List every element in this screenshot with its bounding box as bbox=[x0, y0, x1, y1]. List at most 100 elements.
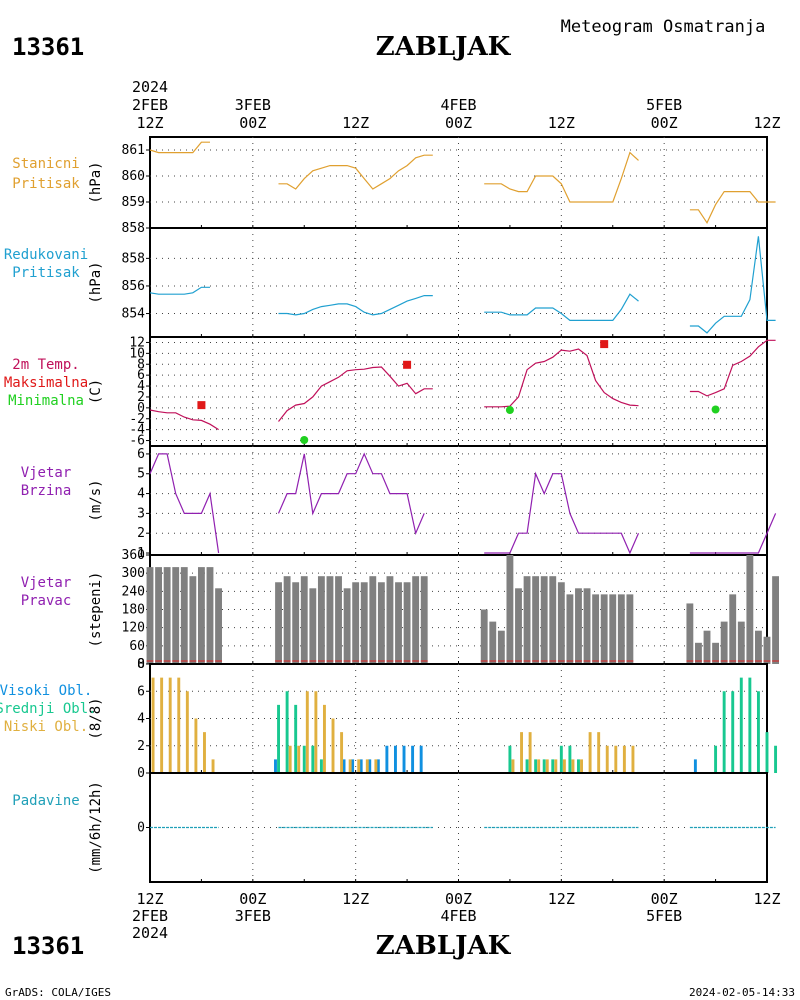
y-tick-label: 6 bbox=[137, 684, 145, 699]
cloud-bar bbox=[739, 677, 743, 773]
time-label-top-date: 3FEB bbox=[235, 96, 271, 114]
time-label-top-hour: 12Z bbox=[753, 114, 780, 132]
time-label-top-year: 2024 bbox=[132, 78, 168, 96]
station-id-bottom: 13361 bbox=[12, 932, 84, 960]
y-tick-label: 854 bbox=[122, 307, 146, 322]
time-label-bottom-hour: 00Z bbox=[651, 890, 678, 908]
cloud-bar bbox=[319, 759, 323, 773]
cloud-bar bbox=[385, 745, 389, 773]
wind-direction-bar bbox=[292, 582, 300, 664]
time-label-bottom-date: 2FEB bbox=[132, 907, 168, 925]
wind-direction-bar bbox=[369, 576, 377, 664]
cloud-bar bbox=[577, 759, 580, 773]
time-label-bottom-hour: 12Z bbox=[136, 890, 163, 908]
series-line bbox=[149, 453, 220, 554]
panel-label: Stanicni bbox=[12, 156, 79, 172]
wind-direction-bar bbox=[772, 576, 779, 664]
wind-direction-bar bbox=[489, 621, 497, 664]
wind-direction-bar bbox=[335, 576, 342, 664]
temp-max-marker bbox=[403, 360, 412, 369]
wind-direction-bar bbox=[420, 576, 428, 664]
meteogram-title: Meteogram Osmatranja bbox=[561, 17, 766, 37]
panel-wind_speed: 1 2 3 4 5 6 (m/s) Vjetar Brzina bbox=[21, 445, 777, 561]
cloud-bar bbox=[568, 745, 572, 773]
wind-direction-bar bbox=[172, 567, 180, 664]
series-line bbox=[689, 236, 776, 334]
cloud-bar bbox=[357, 759, 361, 773]
credit-text: GrADS: COLA/IGES bbox=[5, 986, 111, 999]
panel-label: Pritisak bbox=[12, 265, 80, 281]
cloud-bar bbox=[311, 745, 315, 773]
panel-unit: (stepeni) bbox=[88, 572, 104, 648]
cloud-bar bbox=[528, 732, 532, 773]
y-tick-label: 2 bbox=[137, 526, 145, 541]
wind-direction-bar bbox=[617, 594, 625, 664]
wind-direction-bar bbox=[506, 555, 514, 664]
cloud-bar bbox=[365, 759, 369, 773]
panel-unit: (hPa) bbox=[88, 261, 104, 303]
cloud-bar bbox=[554, 759, 558, 773]
cloud-bar bbox=[748, 677, 752, 773]
wind-direction-bar bbox=[180, 567, 188, 664]
time-label-bottom-date: 3FEB bbox=[235, 907, 271, 925]
wind-direction-bar bbox=[695, 642, 702, 664]
series-line bbox=[278, 295, 433, 316]
cloud-bar bbox=[765, 732, 769, 773]
panel-label: Maksimalna bbox=[4, 375, 88, 391]
cloud-bar bbox=[274, 759, 277, 773]
y-tick-label: 0 bbox=[137, 766, 145, 781]
panel-unit: (8/8) bbox=[88, 697, 104, 739]
panel-clouds: 0 2 4 6 8 (8/8)Visoki Obl. Srednji Obl. Niski O… bbox=[0, 657, 778, 781]
panel-label: Vjetar bbox=[21, 575, 72, 591]
cloud-bar bbox=[331, 718, 335, 773]
cloud-bar bbox=[211, 759, 215, 773]
panel-label: Redukovani bbox=[4, 247, 88, 263]
wind-direction-bar bbox=[146, 567, 154, 664]
cloud-bar bbox=[605, 745, 609, 773]
wind-direction-bar bbox=[300, 576, 308, 664]
y-tick-label: 0 bbox=[137, 657, 145, 672]
series-line bbox=[484, 151, 639, 203]
temp-min-marker bbox=[711, 405, 720, 414]
panel-label: Vjetar bbox=[21, 465, 72, 481]
cloud-bar bbox=[597, 732, 601, 773]
panel-label: Padavine bbox=[12, 793, 79, 809]
y-tick-label: 10 bbox=[129, 346, 145, 361]
panel-reduced_pressure: 854 856 858 (hPa)Redukovani Pritisak bbox=[4, 227, 776, 338]
wind-direction-bar bbox=[155, 567, 162, 664]
cloud-bar bbox=[294, 704, 298, 773]
panel-label: Niski Obl. bbox=[4, 719, 88, 735]
wind-direction-bar bbox=[343, 588, 351, 664]
cloud-bar bbox=[314, 691, 318, 773]
cloud-bar bbox=[542, 759, 546, 773]
y-tick-label: 858 bbox=[122, 251, 145, 266]
cloud-bar bbox=[302, 745, 306, 773]
wind-direction-bar bbox=[403, 582, 411, 664]
y-tick-label: 861 bbox=[122, 143, 145, 158]
y-tick-label: 4 bbox=[137, 487, 145, 502]
cloud-bar bbox=[525, 759, 529, 773]
cloud-bar bbox=[580, 759, 583, 773]
y-tick-label: 240 bbox=[122, 584, 145, 599]
time-label-bottom-hour: 12Z bbox=[753, 890, 780, 908]
temp-max-marker bbox=[197, 401, 206, 410]
wind-direction-bar bbox=[755, 630, 762, 664]
wind-direction-bar bbox=[215, 588, 222, 664]
wind-direction-bar bbox=[275, 582, 282, 664]
y-tick-label: 8 bbox=[137, 357, 145, 372]
panel-precipitation: 0 (mm/6h/12h) Padavine bbox=[12, 772, 776, 883]
wind-direction-bar bbox=[326, 576, 334, 664]
cloud-bar bbox=[588, 732, 592, 773]
wind-direction-bar bbox=[703, 630, 711, 664]
cloud-bar bbox=[351, 759, 355, 773]
panel-label: Srednji Obl. bbox=[0, 701, 97, 717]
y-tick-label: -6 bbox=[129, 434, 145, 449]
y-tick-label: 4 bbox=[137, 712, 145, 727]
time-label-top-date: 5FEB bbox=[646, 96, 682, 114]
time-label-top-hour: 12Z bbox=[342, 114, 369, 132]
wind-direction-bar bbox=[549, 576, 557, 664]
wind-direction-bar bbox=[712, 642, 720, 664]
cloud-bar bbox=[305, 691, 309, 773]
